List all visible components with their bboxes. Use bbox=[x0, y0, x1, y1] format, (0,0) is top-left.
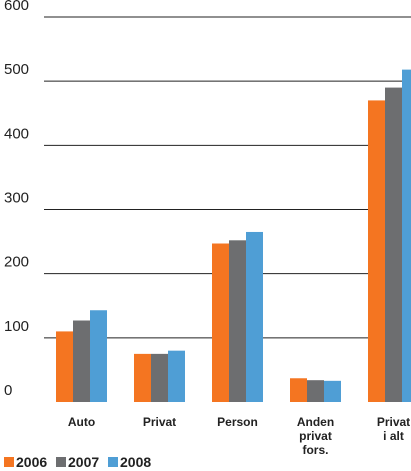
bar bbox=[229, 240, 246, 402]
y-tick-label: 600 bbox=[4, 0, 29, 14]
x-tick-label-line: fors. bbox=[302, 443, 328, 457]
y-tick-label: 400 bbox=[4, 125, 29, 142]
x-tick-label-line: Person bbox=[217, 415, 258, 429]
y-axis-ticks: 0 100 200 300 400 500 600 bbox=[4, 0, 29, 399]
bar-group bbox=[290, 378, 341, 402]
legend-item: 2007 bbox=[56, 454, 99, 470]
bar bbox=[385, 87, 402, 402]
bar bbox=[324, 380, 341, 402]
y-tick-label: 200 bbox=[4, 254, 29, 271]
y-tick-label: 500 bbox=[4, 61, 29, 78]
legend-label: 2006 bbox=[16, 454, 47, 470]
bar-group bbox=[56, 310, 107, 402]
x-axis-ticks: Auto Privat Person Anden privat fors.Privat i … bbox=[68, 415, 410, 457]
legend-swatch bbox=[56, 457, 66, 467]
bar bbox=[246, 231, 263, 402]
bar bbox=[368, 100, 385, 403]
bar bbox=[212, 243, 229, 402]
legend-label: 2007 bbox=[68, 454, 99, 470]
bar bbox=[151, 353, 168, 402]
bar bbox=[56, 331, 73, 402]
bar-group bbox=[212, 231, 263, 402]
legend-label: 2008 bbox=[120, 454, 151, 470]
gridlines bbox=[44, 16, 411, 339]
bar bbox=[402, 69, 411, 402]
bar bbox=[73, 320, 90, 402]
y-tick-label: 300 bbox=[4, 190, 29, 207]
x-tick-label-line: i alt bbox=[383, 429, 404, 443]
bar-group bbox=[134, 350, 185, 402]
legend-item: 2006 bbox=[4, 454, 47, 470]
y-tick-label: 0 bbox=[4, 382, 12, 399]
bar-group bbox=[368, 69, 411, 403]
x-tick-label: Anden privat fors. bbox=[297, 415, 334, 457]
bar bbox=[90, 310, 107, 402]
y-tick-label: 100 bbox=[4, 318, 29, 335]
bar bbox=[134, 353, 151, 402]
x-tick-label: Privat bbox=[143, 415, 176, 429]
bar bbox=[307, 380, 324, 402]
x-tick-label: Privat i alt bbox=[377, 415, 410, 443]
bar bbox=[168, 350, 185, 402]
x-tick-label: Auto bbox=[68, 415, 95, 429]
bar bbox=[290, 378, 307, 402]
x-tick-label: Person bbox=[217, 415, 258, 429]
x-tick-label-line: Auto bbox=[68, 415, 95, 429]
legend-item: 2008 bbox=[108, 454, 151, 470]
legend-swatch bbox=[108, 457, 118, 467]
x-tick-label-line: Privat bbox=[143, 415, 176, 429]
x-tick-label-line: Anden bbox=[297, 415, 334, 429]
x-tick-label-line: privat bbox=[299, 429, 332, 443]
legend: 2006 2007 2008 bbox=[4, 454, 151, 470]
bars bbox=[56, 69, 411, 403]
x-tick-label-line: Privat bbox=[377, 415, 410, 429]
legend-swatch bbox=[4, 457, 14, 467]
